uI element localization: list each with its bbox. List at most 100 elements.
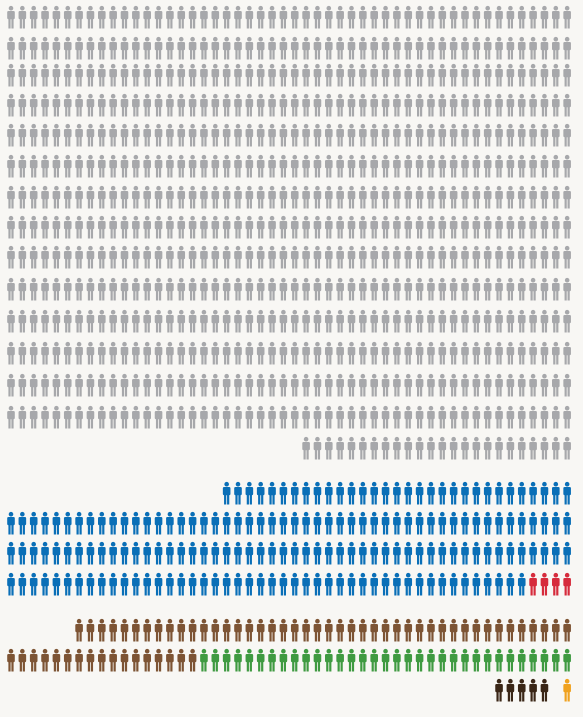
gray-person-icon [381,36,390,60]
brown-person-icon [325,618,333,642]
gray-person-icon [109,123,117,147]
gray-person-icon [370,277,378,301]
gray-person-icon [540,245,549,269]
gray-person-icon [188,93,197,117]
gray-person-icon [529,341,537,365]
gray-person-icon [313,36,322,60]
blue-person-icon [29,572,38,596]
gray-person-icon [495,215,503,239]
gray-person-icon [166,309,174,333]
gray-person-icon [415,373,424,397]
gray-person-icon [63,36,72,60]
blue-person-icon [7,511,15,535]
gray-person-icon [552,245,560,269]
gray-person-icon [75,341,83,365]
blue-person-icon [313,511,322,535]
gray-person-icon [563,215,571,239]
gray-person-icon [540,93,549,117]
gray-person-icon [63,405,72,429]
brown-person-icon [166,618,174,642]
gray-person-icon [347,405,356,429]
gray-person-icon [404,63,413,87]
gray-person-icon [540,5,549,29]
gray-person-icon [63,341,72,365]
gray-person-icon [63,5,72,29]
green-person-icon [222,648,231,672]
gray-person-icon [245,373,254,397]
orange-person-icon [563,678,571,702]
blue-person-icon [279,572,288,596]
brown-person-icon [483,618,492,642]
gray-person-icon [98,93,106,117]
brown-person-icon [245,618,254,642]
gray-person-icon [98,123,106,147]
gray-person-icon [472,5,481,29]
brown-person-icon [177,648,186,672]
blue-person-icon [370,541,378,565]
gray-person-icon [52,245,61,269]
blue-person-icon [18,572,27,596]
gray-person-icon [438,341,447,365]
gray-person-icon [177,277,186,301]
gray-person-icon [166,63,174,87]
gray-person-icon [143,36,151,60]
dark-brown-person-icon [540,678,549,702]
gray-person-icon [200,373,208,397]
gray-person-icon [529,215,537,239]
gray-person-icon [234,185,242,209]
gray-person-icon [370,5,378,29]
gray-person-icon [313,341,322,365]
gray-person-icon [166,5,174,29]
gray-person-icon [143,309,151,333]
gray-person-icon [120,63,129,87]
blue-person-icon [256,511,265,535]
gray-person-icon [109,277,117,301]
gray-person-icon [120,185,129,209]
brown-person-icon [347,618,356,642]
gray-person-icon [98,154,106,178]
blue-person-icon [415,541,424,565]
gray-person-icon [552,436,560,460]
gray-person-icon [75,245,83,269]
blue-person-icon [393,541,401,565]
gray-person-icon [449,185,458,209]
brown-person-icon [472,618,481,642]
gray-person-icon [98,63,106,87]
blue-person-icon [563,481,571,505]
gray-person-icon [438,405,447,429]
gray-person-icon [359,63,367,87]
gray-person-icon [188,309,197,333]
blue-person-icon [313,541,322,565]
gray-person-icon [483,93,492,117]
blue-person-icon [63,541,72,565]
gray-person-icon [336,341,344,365]
gray-person-icon [7,154,15,178]
blue-person-icon [552,511,560,535]
blue-person-icon [245,572,254,596]
gray-person-icon [461,154,469,178]
gray-person-icon [529,123,537,147]
blue-person-icon [449,481,458,505]
brown-person-icon [427,618,435,642]
blue-person-icon [268,511,276,535]
gray-person-icon [211,36,220,60]
blue-person-icon [325,541,333,565]
gray-person-icon [313,245,322,269]
gray-person-icon [154,36,163,60]
blue-person-icon [200,511,208,535]
gray-person-icon [359,309,367,333]
gray-person-icon [7,5,15,29]
blue-person-icon [143,572,151,596]
gray-person-icon [393,277,401,301]
brown-person-icon [415,618,424,642]
gray-person-icon [325,5,333,29]
blue-person-icon [393,481,401,505]
gray-person-icon [506,215,515,239]
blue-person-icon [336,511,344,535]
gray-person-icon [154,154,163,178]
gray-person-icon [313,63,322,87]
gray-person-icon [256,341,265,365]
gray-person-icon [7,93,15,117]
gray-person-icon [52,63,61,87]
gray-person-icon [529,436,537,460]
